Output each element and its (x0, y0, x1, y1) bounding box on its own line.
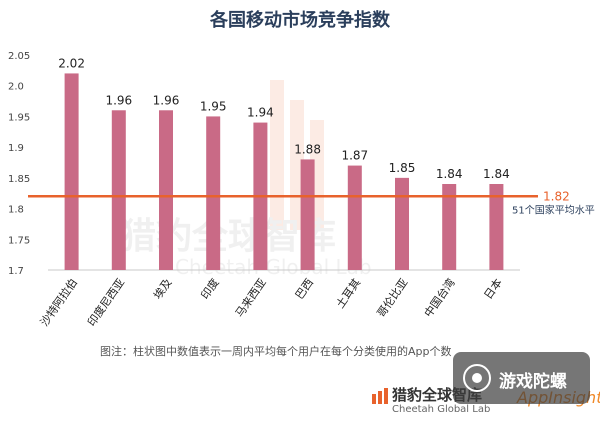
bar-value-label: 1.84 (483, 167, 510, 181)
y-tick-label: 2.0 (8, 82, 24, 93)
overlay-watermark: 游戏陀螺 (453, 352, 590, 404)
bar (395, 177, 409, 270)
bar-value-label: 1.94 (247, 106, 274, 120)
x-tick-label: 马来西亚 (233, 276, 269, 319)
y-axis: 2.05 2.0 1.95 1.9 1.85 1.8 1.75 1.7 (8, 51, 520, 277)
bar-value-label: 1.84 (436, 167, 463, 181)
bar (442, 184, 457, 270)
x-tick-label: 哥伦比亚 (374, 276, 411, 320)
average-value-label: 1.82 (543, 189, 570, 203)
bar-value-label: 1.95 (200, 99, 227, 113)
x-tick-label: 埃及 (150, 276, 174, 302)
bar-value-label: 1.87 (341, 149, 368, 163)
bar-value-label: 2.02 (58, 56, 85, 70)
y-tick-label: 1.95 (8, 112, 30, 123)
bar-value-label: 1.85 (389, 161, 416, 175)
bar (111, 110, 126, 271)
y-tick-label: 1.8 (8, 205, 24, 216)
x-tick-label: 巴西 (293, 276, 316, 301)
chart-footnote: 图注：柱状图中数值表示一周内平均每个用户在每个分类使用的App个数 (100, 345, 452, 358)
bar (64, 73, 79, 270)
x-tick-label: 沙特阿拉伯 (37, 276, 80, 329)
bar-value-label: 1.96 (105, 93, 132, 107)
background-watermark-title: 猎豹全球智库 (120, 215, 336, 257)
y-tick-label: 2.05 (8, 51, 30, 62)
logo-bars-icon (372, 388, 388, 404)
bar (300, 159, 315, 270)
logo-subtitle: Cheetah Global Lab (392, 404, 491, 415)
y-tick-label: 1.85 (8, 174, 30, 185)
x-axis-labels: 沙特阿拉伯 印度尼西亚 埃及 印度 马来西亚 巴西 土耳其 哥伦比亚 中国台湾 日本 (37, 276, 505, 329)
bar (159, 110, 173, 271)
bar (347, 165, 362, 270)
y-tick-label: 1.9 (8, 143, 24, 154)
average-line-label: 51个国家平均水平 (512, 203, 595, 216)
x-tick-label: 土耳其 (334, 276, 364, 310)
x-tick-label: 中国台湾 (421, 276, 458, 320)
x-tick-label: 印度尼西亚 (84, 276, 127, 329)
background-watermark: 猎豹全球智库 Cheetah Global Lab (120, 80, 372, 279)
bar-value-label: 1.88 (294, 142, 321, 156)
chart-title: 各国移动市场竞争指数 (210, 10, 390, 31)
background-watermark-subtitle: Cheetah Global Lab (175, 255, 372, 279)
bars: 2.02 1.96 1.96 1.95 1.94 1.88 1.87 1.85 1.84 1.84 (58, 56, 510, 271)
bar (206, 116, 221, 270)
y-tick-label: 1.7 (8, 266, 24, 277)
watermark-logo-icon (463, 364, 491, 392)
watermark-text: 游戏陀螺 (499, 372, 567, 392)
bar-value-label: 1.96 (153, 93, 180, 107)
y-tick-label: 1.75 (8, 235, 30, 246)
x-tick-label: 日本 (481, 276, 505, 302)
x-tick-label: 印度 (198, 276, 222, 302)
bar (489, 184, 504, 270)
